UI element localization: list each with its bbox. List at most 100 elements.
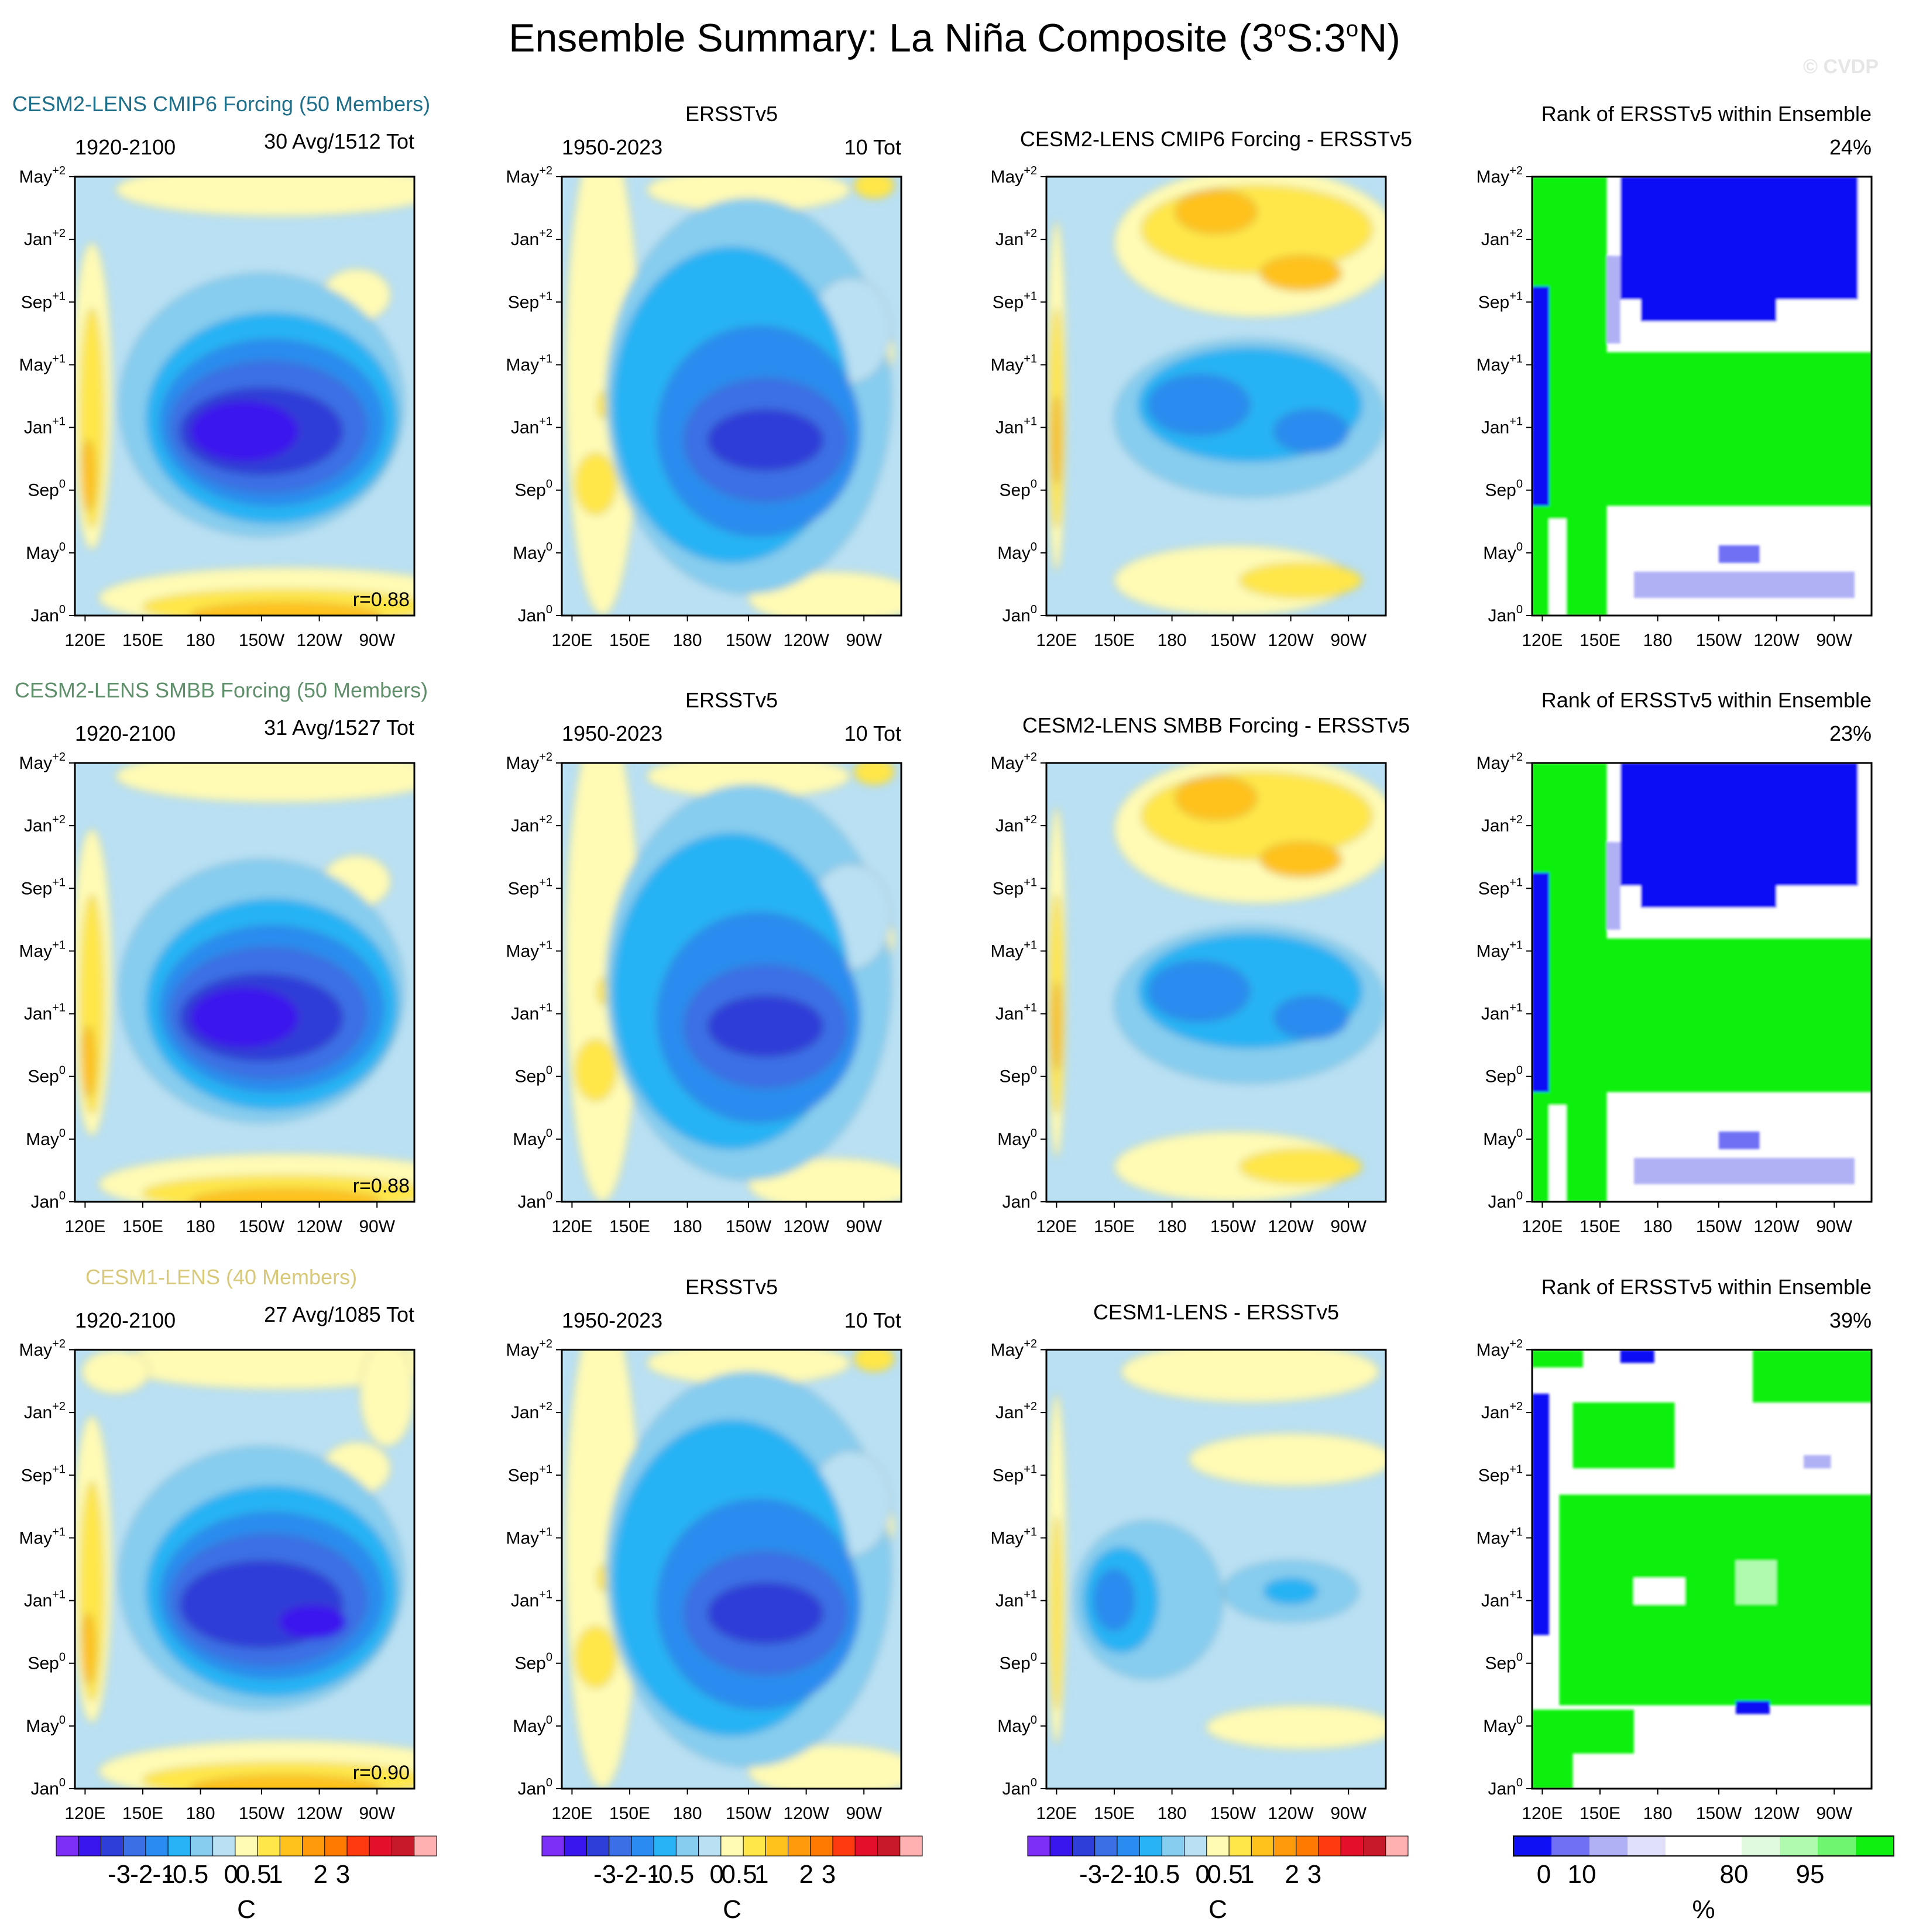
model-panel-ytick-label: Sep+1 xyxy=(21,290,66,312)
obs-years: 1950-2023 xyxy=(562,1308,662,1332)
diff-panel-ytick-label: Sep0 xyxy=(999,478,1037,500)
sst-colorbar-3-label: 0.5 xyxy=(1207,1860,1242,1889)
rank-panel-cell xyxy=(1753,1350,1872,1402)
model-panel-xtick-label: 150E xyxy=(122,631,163,650)
obs-panel-ytick-label: Sep0 xyxy=(514,1064,552,1087)
sst-colorbar-2-swatch xyxy=(586,1835,610,1857)
obs-panel-xtick-label: 180 xyxy=(673,1804,702,1823)
diff-panel-contour-region xyxy=(1273,995,1350,1040)
rank-panel-cell xyxy=(1559,352,1872,506)
sst-colorbar-2-label: 2 xyxy=(799,1860,813,1889)
model-panel-xtick-label: 150E xyxy=(122,1217,163,1236)
model-years: 1920-2100 xyxy=(75,1308,176,1332)
obs-panel-contour-region xyxy=(707,408,824,472)
diff-panel-xtick-label: 120E xyxy=(1036,1804,1077,1823)
ensemble-title: CESM1-LENS (40 Members) xyxy=(85,1265,357,1289)
sst-colorbar-2-swatch xyxy=(631,1835,654,1857)
obs-panel-frame xyxy=(561,762,902,1203)
model-panel-ytick-label: Jan0 xyxy=(31,603,66,625)
diff-panel-frame xyxy=(1045,1349,1387,1790)
sst-colorbar-1-swatch xyxy=(56,1835,79,1857)
ensemble-title: CESM2-LENS CMIP6 Forcing (50 Members) xyxy=(12,92,430,116)
panel-grid: Jan0 May0 Sep0 Jan+1 May+1 Sep+1 Jan+2 May+2 120… xyxy=(12,92,1873,1823)
rank-panel-ytick-label: Sep+1 xyxy=(1478,290,1523,312)
sst-colorbar-1: -3 -2 -1-0.5 00.51 2 3 C xyxy=(56,1835,437,1924)
sst-colorbar-1-swatch xyxy=(100,1835,124,1857)
rank-colorbar-unit: % xyxy=(1692,1895,1715,1924)
diff-panel-field xyxy=(1046,763,1386,1202)
diff-panel-ytick-label: Jan+2 xyxy=(995,1400,1037,1422)
rank-panel-xtick-label: 150W xyxy=(1696,631,1742,650)
diff-panel-contour-region xyxy=(1259,255,1343,291)
model-panel-field xyxy=(75,1350,414,1789)
model-panel-ytick-label: May+2 xyxy=(19,1338,66,1360)
rank-panel-cell xyxy=(1532,1394,1549,1635)
model-panel-contour-region xyxy=(115,763,414,803)
sst-colorbar-2-swatch xyxy=(675,1835,699,1857)
sst-colorbar-2-label: -1 xyxy=(638,1860,661,1889)
sst-colorbar-2-unit: C xyxy=(723,1895,741,1924)
diff-panel: Jan0 May0 Sep0 Jan+1 May+1 Sep+1 Jan+2 May+2 120… xyxy=(991,751,1387,1236)
rank-panel-ytick-label: May+2 xyxy=(1477,164,1523,187)
sst-colorbar-2-label: -3 xyxy=(593,1860,616,1889)
obs-panel-xtick-label: 90W xyxy=(846,1217,882,1236)
obs-panel-xtick-label: 150W xyxy=(726,1804,772,1823)
model-panel-ytick-label: Sep0 xyxy=(28,1651,66,1673)
obs-panel-ytick-label: Jan+1 xyxy=(511,1002,552,1024)
diff-panel-contour-region xyxy=(1148,373,1251,436)
rank-panel-ytick-label: May0 xyxy=(1483,541,1523,563)
rank-panel-cell xyxy=(1532,872,1549,1092)
model-panel-xtick-label: 90W xyxy=(359,631,395,650)
obs-panel-xtick-label: 120W xyxy=(783,631,829,650)
obs-panel-ytick-label: May+1 xyxy=(506,1525,553,1548)
obs-panel-contour-region xyxy=(575,452,617,515)
model-panel-contour-region xyxy=(190,400,300,463)
obs-panel-ytick-label: Sep+1 xyxy=(508,290,552,312)
sst-colorbar-1-label: 2 xyxy=(313,1860,327,1889)
diff-panel-xtick-label: 150W xyxy=(1210,1804,1256,1823)
diff-panel-xtick-label: 120E xyxy=(1036,631,1077,650)
model-panel-frame xyxy=(74,762,416,1203)
row-1: Jan0 May0 Sep0 Jan+1 May+1 Sep+1 Jan+2 May+2 120… xyxy=(12,92,1873,650)
sst-colorbar-2-swatch xyxy=(698,1835,722,1857)
sst-colorbar-1-label: -2 xyxy=(130,1860,153,1889)
rank-panel-ytick-label: Sep0 xyxy=(1485,478,1523,500)
model-panel-ytick-label: May+2 xyxy=(19,751,66,773)
diff-panel-contour-region xyxy=(1273,408,1350,454)
rank-panel-ytick-label: Sep+1 xyxy=(1478,1463,1523,1485)
rank-panel-cell xyxy=(1559,939,1872,1092)
sst-colorbar-3-swatch xyxy=(1385,1835,1409,1857)
sst-colorbar-2-swatch xyxy=(788,1835,811,1857)
rank-colorbar-label: 10 xyxy=(1568,1860,1596,1889)
obs-panel-contour-region xyxy=(853,1350,895,1373)
sst-colorbar-1-label: 3 xyxy=(336,1860,350,1889)
diff-panel-contour-region xyxy=(1052,982,1062,1071)
obs-panel-ytick-label: Jan+2 xyxy=(511,227,552,249)
sst-colorbar-3-swatch xyxy=(1318,1835,1341,1857)
model-panel-xtick-label: 150W xyxy=(239,1217,285,1236)
model-panel-contour-region xyxy=(81,1026,96,1097)
diff-panel-xtick-label: 90W xyxy=(1330,631,1366,650)
sst-colorbar-3-label: -1 xyxy=(1124,1860,1146,1889)
obs-panel-field xyxy=(562,763,901,1202)
obs-panel-xtick-label: 150E xyxy=(609,1217,650,1236)
diff-panel-contour-region xyxy=(1239,1149,1363,1185)
sst-colorbar-3-swatch xyxy=(1363,1835,1386,1857)
rank-colorbar-swatch xyxy=(1551,1836,1589,1856)
rank-panel-ytick-label: Sep0 xyxy=(1485,1064,1523,1087)
sst-colorbar-1-swatch xyxy=(279,1835,303,1857)
model-panel: Jan0 May0 Sep0 Jan+1 May+1 Sep+1 Jan+2 May+2 120… xyxy=(19,1338,416,1823)
diff-panel-contour-region xyxy=(1050,1516,1063,1710)
rank-panel-xtick-label: 180 xyxy=(1643,1804,1673,1823)
model-panel: Jan0 May0 Sep0 Jan+1 May+1 Sep+1 Jan+2 May+2 120… xyxy=(19,751,416,1236)
sst-colorbar-3-swatch xyxy=(1228,1835,1252,1857)
sst-colorbar-2-swatch xyxy=(877,1835,901,1857)
diff-panel-contour-region xyxy=(1141,771,1373,860)
obs-panel-ytick-label: Sep0 xyxy=(514,478,552,500)
model-panel-contour-region xyxy=(81,439,96,511)
model-panel-ytick-label: Jan+1 xyxy=(24,1589,66,1611)
sst-colorbar-1-label: -0.5 xyxy=(164,1860,208,1889)
rank-panel-cell xyxy=(1606,842,1620,930)
rank-panel-xtick-label: 150E xyxy=(1580,631,1620,650)
diff-panel-ytick-label: Sep0 xyxy=(999,1064,1037,1087)
